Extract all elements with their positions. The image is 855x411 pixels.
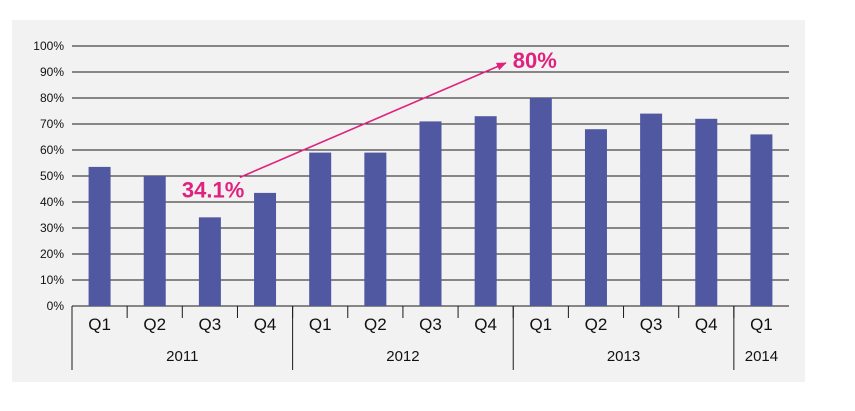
y-tick-label: 40% <box>40 195 64 209</box>
x-tick-label: Q4 <box>474 315 497 334</box>
x-tick-label: Q3 <box>199 315 222 334</box>
y-tick-label: 80% <box>40 91 64 105</box>
year-label: 2012 <box>386 348 419 365</box>
bar <box>198 217 221 306</box>
bars <box>88 98 773 307</box>
x-tick-label: Q1 <box>529 315 552 334</box>
bar <box>474 116 497 306</box>
bar <box>309 152 332 306</box>
bar-chart: 0% 10% 20% 30% 40% 50% 60% 70% 80% 90% 100% Q1 Q2 Q3… <box>33 39 789 370</box>
annotations: 34.1% 80% <box>182 48 557 202</box>
annotation-high-label: 80% <box>513 48 557 73</box>
bar <box>254 192 277 306</box>
bar <box>419 121 442 307</box>
bar <box>143 176 166 306</box>
x-tick-label: Q3 <box>419 315 442 334</box>
year-label: 2011 <box>166 348 198 365</box>
x-axis: Q1 Q2 Q3 Q4 Q1 Q2 Q3 Q4 Q1 Q2 Q3 Q4 Q1 2011 2012 2013 20… <box>71 306 778 370</box>
y-tick-label: 10% <box>40 273 64 287</box>
y-tick-label: 100% <box>33 39 64 53</box>
annotation-low-label: 34.1% <box>182 177 244 202</box>
x-tick-label: Q3 <box>640 315 663 334</box>
bar <box>695 118 718 306</box>
trend-arrow <box>239 62 507 179</box>
bar <box>584 129 607 306</box>
bar <box>640 113 663 306</box>
y-tick-label: 30% <box>40 221 64 235</box>
x-tick-label: Q2 <box>364 315 387 334</box>
x-tick-label: Q2 <box>143 315 166 334</box>
year-label: 2013 <box>607 348 640 365</box>
x-tick-label: Q4 <box>695 315 718 334</box>
x-tick-label: Q4 <box>254 315 277 334</box>
x-tick-label: Q1 <box>750 315 773 334</box>
y-tick-label: 50% <box>40 169 64 183</box>
bar <box>364 152 387 306</box>
y-tick-label: 0% <box>47 299 65 313</box>
x-tick-label: Q1 <box>88 315 111 334</box>
y-tick-label: 70% <box>40 117 64 131</box>
bar <box>88 166 111 306</box>
bar <box>750 134 773 306</box>
y-tick-label: 90% <box>40 65 64 79</box>
chart-panel: 0% 10% 20% 30% 40% 50% 60% 70% 80% 90% 100% Q1 Q2 Q3… <box>12 20 805 382</box>
x-tick-label: Q1 <box>309 315 332 334</box>
y-axis-tick-labels: 0% 10% 20% 30% 40% 50% 60% 70% 80% 90% 100% <box>33 39 64 313</box>
x-tick-label: Q2 <box>585 315 608 334</box>
bar <box>529 98 552 306</box>
y-tick-label: 20% <box>40 247 64 261</box>
year-label: 2014 <box>745 348 778 365</box>
y-tick-label: 60% <box>40 143 64 157</box>
